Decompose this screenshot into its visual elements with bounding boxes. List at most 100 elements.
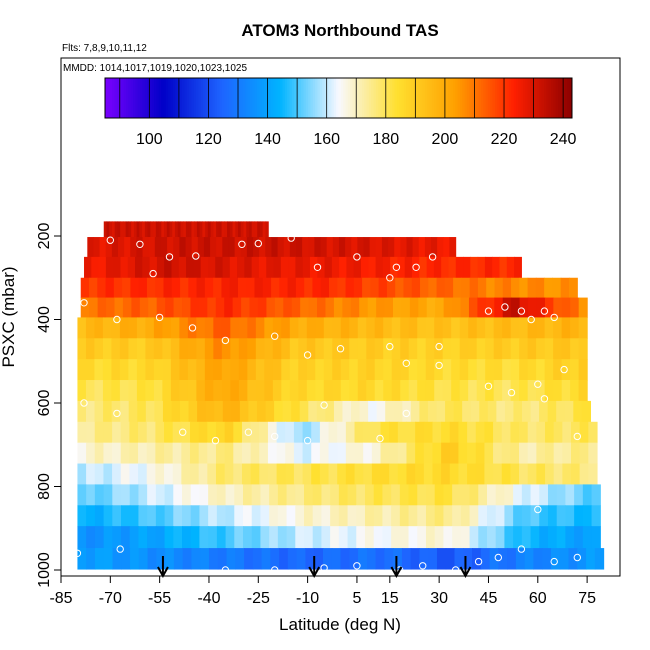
heatmap-cell xyxy=(308,237,316,258)
heatmap-cell xyxy=(155,221,160,238)
heatmap-cell xyxy=(468,359,478,381)
heatmap-cell xyxy=(77,317,87,339)
flight-point-marker xyxy=(540,395,549,403)
heatmap-cell xyxy=(423,463,434,485)
heatmap-cell xyxy=(179,380,189,402)
heatmap-cell xyxy=(233,421,243,444)
heatmap-cell xyxy=(436,548,447,570)
heatmap-cell xyxy=(185,221,190,238)
heatmap-cell xyxy=(215,463,226,485)
heatmap-cell xyxy=(238,317,248,339)
heatmap-cell xyxy=(164,221,168,238)
y-axis: 200 400 600 800 1000 xyxy=(36,223,61,588)
colorbar-swatch xyxy=(175,78,178,118)
colorbar-swatch xyxy=(394,78,398,118)
heatmap-cell xyxy=(286,505,296,527)
heatmap-cell xyxy=(105,237,113,258)
heatmap-cell xyxy=(435,297,445,318)
heatmap-cell xyxy=(262,277,272,298)
heatmap-cell xyxy=(188,277,198,298)
colorbar-swatch xyxy=(539,78,543,118)
flight-point-marker xyxy=(451,566,460,574)
heatmap-cell xyxy=(145,400,155,423)
heatmap-cell xyxy=(276,442,286,464)
heatmap-cell xyxy=(361,256,369,279)
y-tick-label: 1000 xyxy=(36,552,53,588)
colorbar-swatch xyxy=(371,78,375,118)
heatmap-cell xyxy=(316,400,326,423)
heatmap-cell xyxy=(417,359,427,381)
heatmap-cell xyxy=(312,484,323,506)
heatmap-cell xyxy=(588,442,598,464)
heatmap-cell xyxy=(562,463,572,485)
heatmap-cell xyxy=(469,505,479,527)
heatmap-cell xyxy=(331,548,342,570)
heatmap-cell xyxy=(94,442,105,464)
heatmap-cell xyxy=(562,421,572,444)
dates-note: MMDD: 1014,1017,1019,1020,1023,1025 xyxy=(63,63,247,74)
colorbar-swatch xyxy=(196,78,199,118)
heatmap-cell xyxy=(357,338,367,360)
heatmap-cell xyxy=(131,297,141,318)
colorbar-swatch xyxy=(308,78,311,118)
heatmap-cell xyxy=(120,221,124,238)
heatmap-cell xyxy=(373,505,384,527)
heatmap-cell xyxy=(202,221,206,238)
heatmap-cell xyxy=(552,277,562,298)
heatmap-cell xyxy=(197,237,205,258)
heatmap-cell xyxy=(486,277,496,298)
heatmap-cell xyxy=(191,221,195,238)
flight-point-marker xyxy=(271,566,279,574)
colorbar-swatch xyxy=(441,78,445,118)
heatmap-cell xyxy=(332,237,340,258)
flight-point-marker xyxy=(517,307,526,315)
colorbar-swatch xyxy=(434,78,438,118)
heatmap-cell xyxy=(519,297,529,318)
heatmap-cell xyxy=(259,237,266,258)
heatmap-cell xyxy=(182,548,193,570)
colorbar-swatch xyxy=(121,78,125,118)
heatmap-cell xyxy=(476,338,486,360)
heatmap-cell xyxy=(477,297,487,318)
heatmap-cell xyxy=(77,421,87,444)
heatmap-cell xyxy=(154,237,162,258)
colorbar-swatch xyxy=(480,78,484,118)
heatmap-cell xyxy=(493,359,503,381)
heatmap-cell xyxy=(545,463,555,485)
heatmap-cell xyxy=(475,442,486,464)
heatmap-cell xyxy=(145,380,155,402)
heatmap-cell xyxy=(266,297,276,318)
colorbar-swatch xyxy=(413,78,417,118)
x-tick-label: 15 xyxy=(381,590,399,607)
heatmap-cell xyxy=(448,256,457,279)
colorbar-tick-label: 100 xyxy=(136,131,163,148)
heatmap-cell xyxy=(122,221,127,238)
heatmap-cell xyxy=(443,237,451,258)
heatmap-cell xyxy=(478,526,488,549)
x-tick-label: -10 xyxy=(296,590,319,607)
heatmap-cell xyxy=(312,526,323,549)
heatmap-cell xyxy=(328,463,338,485)
flight-point-marker xyxy=(353,253,361,261)
heatmap-cell xyxy=(501,442,511,464)
heatmap-cell xyxy=(354,421,364,444)
heatmap-cell xyxy=(452,526,462,549)
heatmap-cell xyxy=(99,237,107,258)
colorbar-swatch xyxy=(364,78,368,118)
heatmap-cell xyxy=(248,221,253,238)
heatmap-cell xyxy=(547,526,558,549)
heatmap-cell xyxy=(485,297,495,318)
flight-point-marker xyxy=(192,252,200,260)
heatmap-cell xyxy=(502,317,512,339)
heatmap-cell xyxy=(295,484,305,506)
heatmap-cell xyxy=(363,442,373,464)
flight-point-marker xyxy=(221,336,230,345)
heatmap-cell xyxy=(544,338,554,360)
heatmap-cell xyxy=(459,359,469,381)
heatmap-cell xyxy=(207,442,217,464)
colorbar-swatch xyxy=(462,78,466,118)
heatmap-cell xyxy=(539,400,549,423)
heatmap-cell xyxy=(112,548,122,570)
heatmap-cell xyxy=(338,237,346,258)
heatmap-cell xyxy=(459,380,469,402)
